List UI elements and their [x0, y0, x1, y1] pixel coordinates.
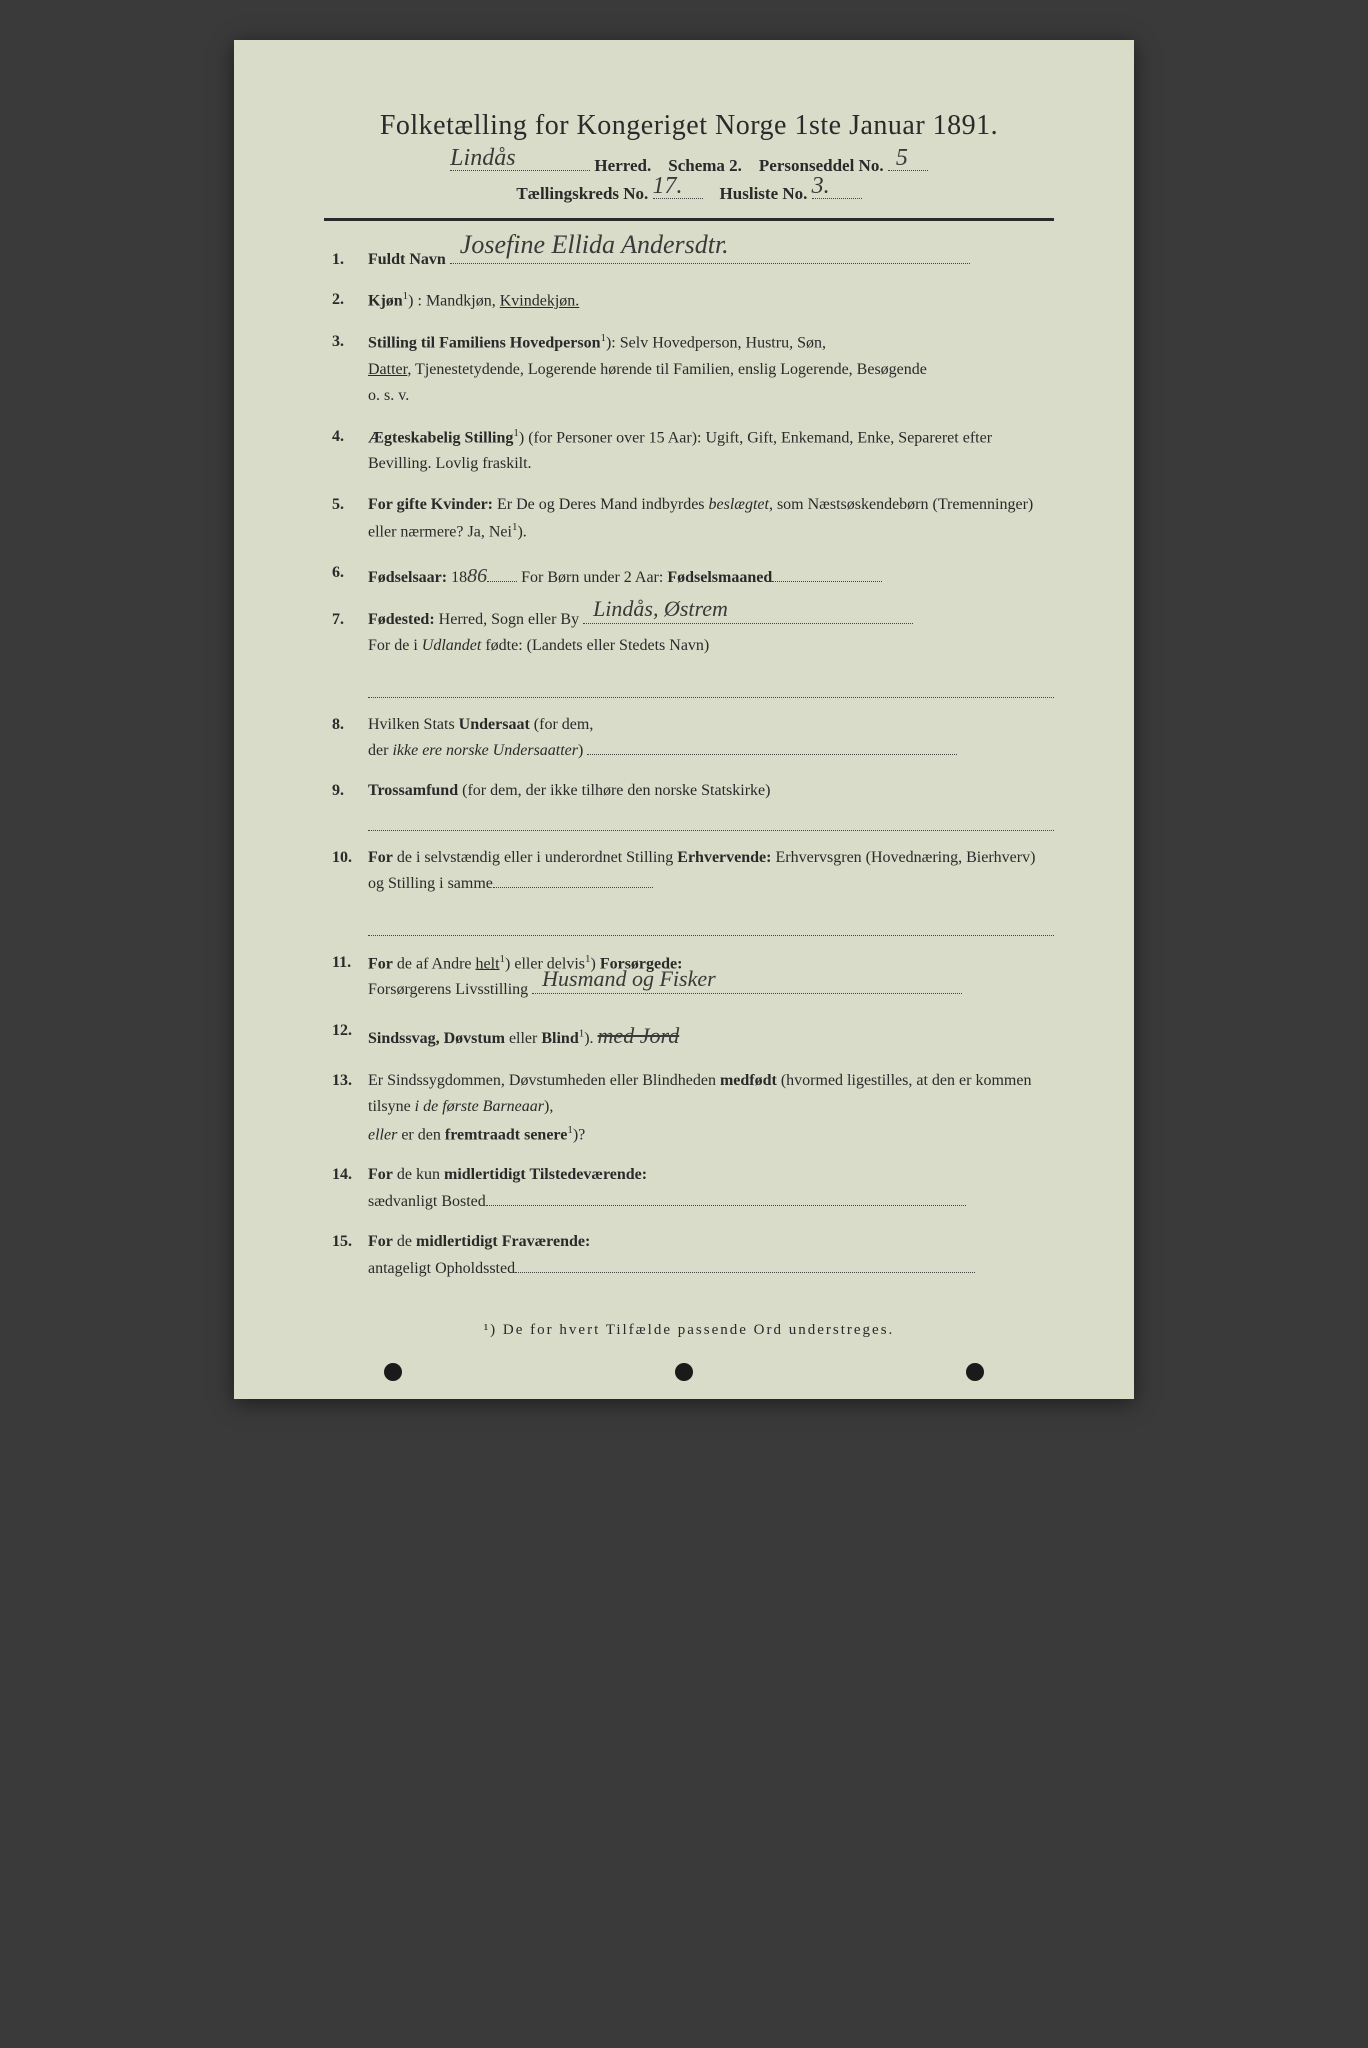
birthplace-hw: Lindås, Østrem — [593, 591, 728, 627]
form-title: Folketælling for Kongeriget Norge 1ste J… — [324, 110, 1054, 142]
punch-hole — [675, 1363, 693, 1381]
punch-hole — [384, 1363, 402, 1381]
item-15: 15. For de midlertidigt Fraværende: anta… — [332, 1229, 1054, 1282]
herred-label: Herred. — [594, 156, 651, 175]
item12-hw: med Jord — [598, 1018, 680, 1054]
item-2: 2. Kjøn1) : Mandkjøn, Kvindekjøn. — [332, 287, 1054, 315]
item-11: 11. For de af Andre helt1) eller delvis1… — [332, 950, 1054, 1004]
item-9: 9. Trossamfund (for dem, der ikke tilhør… — [332, 778, 1054, 830]
footnote: ¹) De for hvert Tilfælde passende Ord un… — [324, 1322, 1054, 1339]
item-13: 13. Er Sindssygdommen, Døvstumheden elle… — [332, 1068, 1054, 1149]
item-1: 1. Fuldt Navn Josefine Ellida Andersdtr. — [332, 247, 1054, 273]
header-row-1: Lindås Herred. Schema 2. Personseddel No… — [324, 156, 1054, 176]
personseddel-hw: 5 — [896, 145, 908, 172]
header-rule — [324, 218, 1054, 221]
punch-hole — [966, 1363, 984, 1381]
item-7: 7. Fødested: Herred, Sogn eller By Lindå… — [332, 607, 1054, 698]
form-header: Folketælling for Kongeriget Norge 1ste J… — [324, 110, 1054, 204]
item-10: 10. For de i selvstændig eller i underor… — [332, 845, 1054, 936]
herred-handwritten: Lindås — [450, 145, 515, 172]
item-8: 8. Hvilken Stats Undersaat (for dem, der… — [332, 712, 1054, 765]
item-6: 6. Fødselsaar: 1886 For Børn under 2 Aar… — [332, 560, 1054, 593]
item-5: 5. For gifte Kvinder: Er De og Deres Man… — [332, 492, 1054, 546]
taellingskreds-hw: 17. — [653, 173, 683, 200]
year-hw: 86 — [467, 560, 487, 593]
census-form-page: Folketælling for Kongeriget Norge 1ste J… — [234, 40, 1134, 1399]
item-3: 3. Stilling til Familiens Hovedperson1):… — [332, 329, 1054, 410]
name-handwritten: Josefine Ellida Andersdtr. — [460, 224, 729, 267]
item-14: 14. For de kun midlertidigt Tilstedevære… — [332, 1162, 1054, 1215]
provider-hw: Husmand og Fisker — [542, 961, 716, 997]
item-4: 4. Ægteskabelig Stilling1) (for Personer… — [332, 424, 1054, 478]
form-items: 1. Fuldt Navn Josefine Ellida Andersdtr.… — [324, 247, 1054, 1282]
husliste-hw: 3. — [812, 173, 830, 200]
husliste-label: Husliste No. — [720, 184, 808, 203]
item-12: 12. Sindssvag, Døvstum eller Blind1). me… — [332, 1018, 1054, 1054]
header-row-2: Tællingskreds No. 17. Husliste No. 3. — [324, 184, 1054, 204]
taellingskreds-label: Tællingskreds No. — [516, 184, 648, 203]
